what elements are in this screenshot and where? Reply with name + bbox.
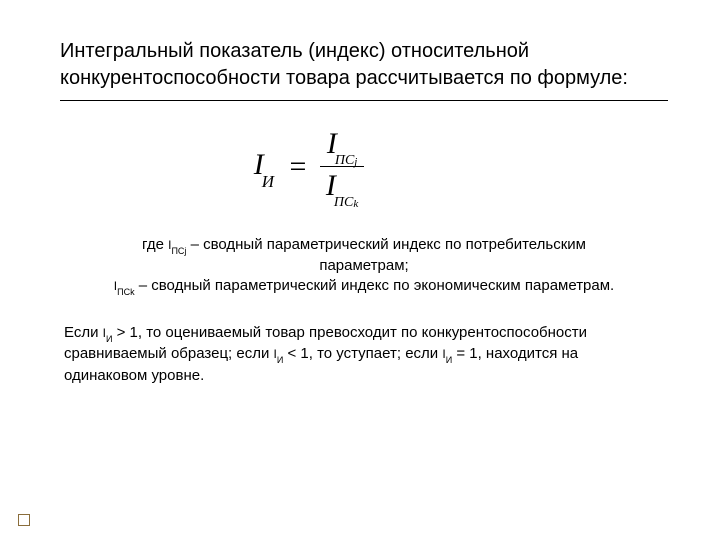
concl-p1c: < 1, то уступает; если [283, 345, 442, 362]
defs-where: где [142, 236, 168, 253]
den-sub1: ПС [334, 195, 353, 210]
defs-sym2-sub: ПСk [117, 287, 134, 297]
defs-def2: – сводный параметрический индекс по экон… [135, 277, 615, 294]
formula-lhs: IИ [254, 148, 276, 186]
conclusion-block: Если IИ > 1, то оцениваемый товар превос… [60, 323, 668, 386]
concl-c2-sub: И [277, 355, 283, 365]
formula-numerator: IПСj [320, 127, 364, 167]
defs-def1: – сводный параметрический индекс по потр… [186, 236, 586, 274]
lhs-sub: И [262, 172, 274, 191]
formula-denominator: IПСk [320, 167, 364, 206]
num-sub2: j [354, 156, 357, 168]
den-sub2: k [353, 198, 358, 210]
concl-c3-sub: И [446, 355, 452, 365]
concl-c1-sub: И [106, 334, 112, 344]
formula: IИ = IПСj IПСk [254, 127, 365, 207]
num-sub1: ПС [335, 153, 354, 168]
corner-square-icon [18, 514, 30, 526]
formula-equals: = [290, 150, 307, 184]
slide-title: Интегральный показатель (индекс) относит… [60, 38, 668, 92]
concl-p1a: Если [64, 324, 103, 341]
formula-container: IИ = IПСj IПСk [60, 127, 668, 207]
definitions-block: где IПСj – сводный параметрический индек… [60, 235, 668, 298]
defs-sym1-sub: ПСj [171, 246, 186, 256]
formula-fraction: IПСj IПСk [320, 127, 364, 207]
title-underline [60, 100, 668, 101]
